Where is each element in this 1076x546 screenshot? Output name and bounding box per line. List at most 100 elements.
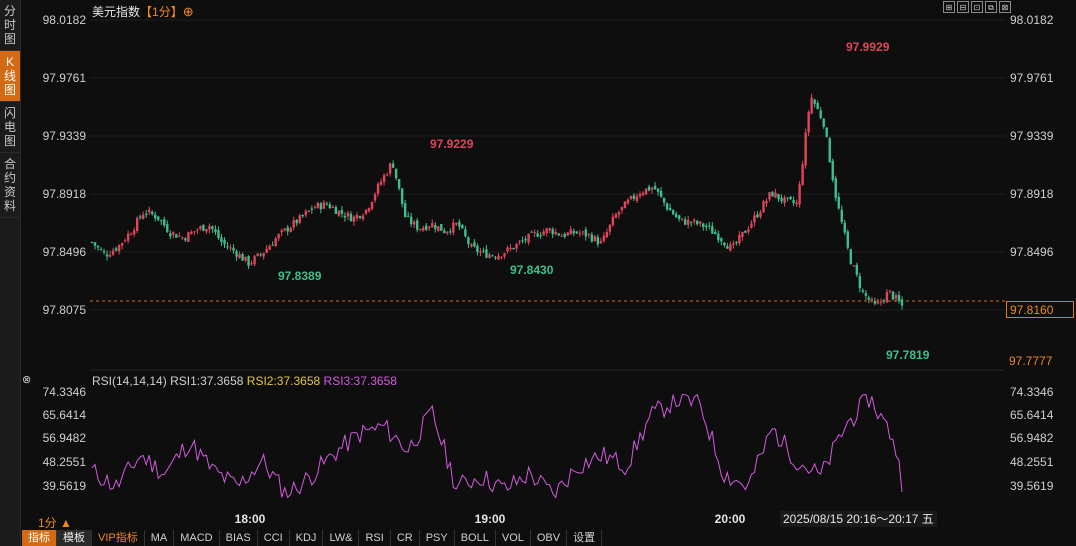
- candle-body: [397, 179, 401, 189]
- sidebar-item-contract[interactable]: 合约资料: [0, 153, 20, 218]
- rsi-tick-right: 48.2551: [1010, 455, 1054, 469]
- tab-15[interactable]: 设置: [567, 530, 603, 546]
- candle-body: [720, 238, 723, 242]
- candle-body: [750, 223, 753, 228]
- tab-11[interactable]: PSY: [420, 530, 455, 546]
- candle-body: [714, 231, 717, 235]
- candle-body: [154, 214, 157, 219]
- candle-body: [232, 247, 235, 251]
- sidebar-item-char: 闪: [3, 106, 16, 120]
- tab-8[interactable]: LW&: [323, 530, 360, 546]
- candle-body: [202, 224, 205, 231]
- price-tick-right: 97.9339: [1010, 129, 1054, 143]
- candle-body: [111, 250, 115, 255]
- tab-0[interactable]: 指标: [22, 530, 57, 546]
- candle-body: [843, 222, 846, 233]
- sidebar-item-flash[interactable]: 闪电图: [0, 102, 20, 153]
- candle-body: [768, 192, 771, 200]
- candle-body: [566, 232, 569, 236]
- candle-body: [440, 224, 443, 231]
- candle-body: [99, 249, 103, 251]
- timeframe-label[interactable]: 【1分】: [140, 5, 183, 19]
- annotation-high_1: 97.9229: [430, 137, 474, 151]
- candle-body: [295, 219, 298, 224]
- candle-body: [160, 220, 163, 222]
- candle-body: [494, 257, 497, 259]
- tab-6[interactable]: CCI: [258, 530, 290, 546]
- candle-body: [199, 226, 202, 230]
- tab-4[interactable]: MACD: [174, 530, 220, 546]
- candle-body: [861, 290, 865, 292]
- candle-body: [244, 256, 247, 261]
- candle-body: [340, 209, 344, 214]
- minimize-icon[interactable]: ⊟: [957, 1, 969, 13]
- candle-body: [108, 254, 112, 257]
- period-selector[interactable]: 1分 ▲: [38, 516, 72, 530]
- tab-1[interactable]: 模板: [57, 530, 92, 546]
- candle-body: [334, 207, 338, 214]
- candle-body: [611, 216, 615, 226]
- tab-12[interactable]: BOLL: [455, 530, 496, 546]
- candle-body: [274, 238, 277, 246]
- candle-body: [105, 254, 109, 257]
- sidebar-item-char: 时: [3, 18, 16, 32]
- tab-2[interactable]: VIP指标: [92, 530, 145, 546]
- candle-body: [428, 226, 431, 228]
- tab-13[interactable]: VOL: [496, 530, 531, 546]
- restore-icon[interactable]: ⊡: [971, 1, 983, 13]
- tab-3[interactable]: MA: [145, 530, 175, 546]
- annotation-low_2: 97.8430: [510, 263, 554, 277]
- candle-body: [328, 204, 332, 209]
- candle-body: [801, 164, 804, 185]
- candle-body: [735, 242, 738, 244]
- tab-14[interactable]: OBV: [531, 530, 568, 546]
- candle-body: [322, 202, 326, 209]
- candle-body: [388, 163, 392, 174]
- tab-5[interactable]: BIAS: [220, 530, 258, 546]
- candle-body: [554, 231, 557, 235]
- candle-body: [671, 210, 675, 215]
- sidebar-item-char: 合: [3, 157, 16, 171]
- candle-body: [900, 299, 904, 306]
- indicator-settings-icon[interactable]: ⊗: [22, 374, 32, 386]
- tab-10[interactable]: CR: [391, 530, 420, 546]
- candle-body: [385, 174, 389, 176]
- candle-body: [894, 295, 898, 299]
- price-tick-right: 98.0182: [1010, 13, 1054, 27]
- candle-body: [653, 185, 657, 190]
- candle-body: [491, 255, 494, 257]
- candle-body: [629, 195, 633, 199]
- rsi1-value: RSI1:37.3658: [170, 374, 244, 388]
- candle-body: [400, 188, 404, 204]
- sidebar-item-timeshare[interactable]: 分时图: [0, 0, 20, 51]
- candle-body: [358, 216, 362, 218]
- rsi-tick-right: 39.5619: [1010, 479, 1054, 493]
- candle-body: [129, 234, 133, 236]
- candle-body: [786, 197, 789, 199]
- candle-body: [512, 247, 515, 250]
- kline-chart[interactable]: 98.0182 98.0182 97.9761 97.9761 97.9339 97.93…: [20, 0, 1076, 530]
- popout-icon[interactable]: ⧉: [985, 1, 997, 13]
- time-tick: 19:00: [475, 512, 506, 526]
- close-icon[interactable]: ⊠: [999, 1, 1011, 13]
- candle-body: [262, 253, 265, 257]
- tab-9[interactable]: RSI: [359, 530, 391, 546]
- sidebar-item-char: 分: [3, 4, 16, 18]
- crosshair-icon[interactable]: ⊕: [182, 4, 194, 19]
- tab-7[interactable]: KDJ: [290, 530, 324, 546]
- price-tick-left: 97.8075: [43, 303, 87, 317]
- candle-body: [476, 245, 479, 253]
- fullscreen-icon[interactable]: ⊞: [943, 1, 955, 13]
- candle-body: [437, 226, 440, 231]
- candle-body: [310, 208, 314, 210]
- candle-body: [283, 228, 286, 231]
- candle-body: [741, 231, 744, 237]
- candle-body: [852, 265, 856, 267]
- candle-body: [138, 216, 142, 218]
- annotation-low_1: 97.8389: [278, 269, 322, 283]
- candle-body: [864, 293, 868, 296]
- candle-body: [533, 232, 536, 234]
- candle-body: [346, 212, 350, 217]
- rsi-tick-left: 48.2551: [43, 455, 87, 469]
